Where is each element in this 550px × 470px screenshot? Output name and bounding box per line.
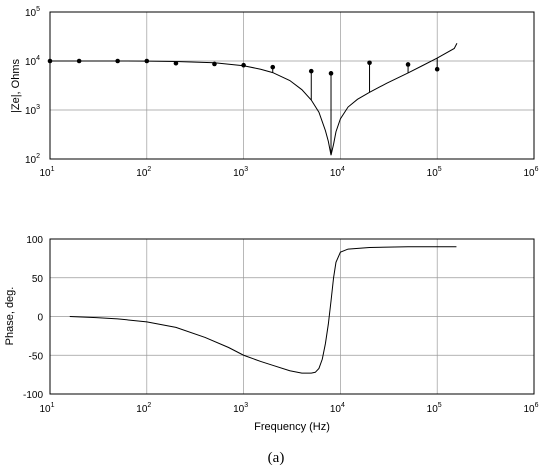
x-tick-label: 106 xyxy=(523,166,538,179)
x-tick-label: 104 xyxy=(330,166,345,179)
x-tick-label: 106 xyxy=(523,402,538,415)
magnitude-grid xyxy=(50,12,534,159)
phase-x-tick-labels: 101 102 103 104 105 106 xyxy=(39,402,538,415)
magnitude-x-tick-labels: 101 102 103 104 105 106 xyxy=(39,166,538,179)
x-tick-label: 102 xyxy=(136,402,151,415)
magnitude-y-tick-labels: 102 103 104 105 xyxy=(25,6,40,166)
data-point xyxy=(367,60,372,66)
phase-y-axis-label: Phase, deg. xyxy=(4,287,16,346)
y-tick-label: -50 xyxy=(29,351,44,362)
x-tick-label: 101 xyxy=(39,166,54,179)
y-tick-label: 50 xyxy=(32,274,44,285)
phase-x-axis-label: Frequency (Hz) xyxy=(254,421,330,433)
y-tick-label: -100 xyxy=(23,390,43,401)
y-tick-label: 100 xyxy=(26,235,43,246)
phase-curve xyxy=(69,246,457,374)
data-point xyxy=(173,60,179,66)
y-tick-label: 0 xyxy=(37,313,43,324)
y-tick-label: 105 xyxy=(25,6,40,19)
phase-y-tick-labels: 100 50 0 -50 -100 xyxy=(23,235,43,401)
phase-grid xyxy=(50,239,534,394)
data-point xyxy=(270,64,276,70)
data-point xyxy=(308,68,314,74)
x-tick-label: 105 xyxy=(427,166,442,179)
y-tick-label: 104 xyxy=(25,55,40,68)
magnitude-y-axis-label: |Ze|, Ohms xyxy=(10,59,22,114)
data-point xyxy=(328,71,334,76)
magnitude-plot-frame xyxy=(49,11,535,160)
phase-chart: 101 102 103 104 105 106 100 50 0 -50 -100 Phase, … xyxy=(4,235,539,433)
x-tick-label: 101 xyxy=(39,402,54,415)
x-tick-label: 103 xyxy=(233,166,248,179)
x-tick-label: 103 xyxy=(233,402,248,415)
y-tick-label: 102 xyxy=(25,153,40,166)
x-tick-label: 105 xyxy=(427,402,442,415)
x-tick-label: 102 xyxy=(136,166,151,179)
data-point xyxy=(434,66,440,72)
figure-caption: (a) xyxy=(268,450,285,466)
magnitude-model-curve xyxy=(50,43,458,156)
phase-plot-frame xyxy=(49,238,535,395)
y-tick-label: 103 xyxy=(25,104,40,117)
data-point xyxy=(405,62,411,67)
x-tick-label: 104 xyxy=(330,402,345,415)
